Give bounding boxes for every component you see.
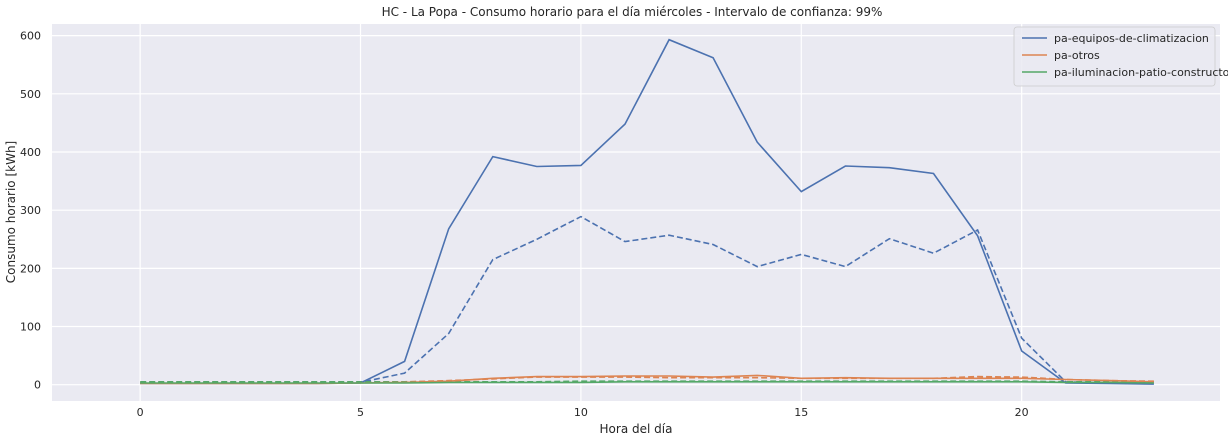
plot-area	[52, 24, 1220, 401]
y-tick-label: 600	[20, 30, 41, 43]
y-tick-label: 100	[20, 321, 41, 334]
series-line	[140, 380, 1154, 384]
y-axis-label: Consumo horario [kWh]	[4, 141, 18, 283]
legend-label: pa-equipos-de-climatizacion	[1054, 32, 1209, 45]
x-tick-label: 0	[137, 406, 144, 419]
dashed-series-line	[140, 375, 1154, 384]
series-lines	[140, 38, 1154, 385]
y-tick-label: 200	[20, 262, 41, 275]
legend: pa-equipos-de-climatizacion pa-otros pa-il…	[1013, 26, 1228, 87]
legend-label: pa-iluminacion-patio-constructor	[1054, 66, 1228, 79]
legend-box	[1013, 26, 1216, 87]
x-tick-label: 10	[574, 406, 588, 419]
x-tick-label: 20	[1015, 406, 1029, 419]
x-tick-label: 15	[794, 406, 808, 419]
legend-label: pa-otros	[1054, 49, 1100, 62]
dashed-series-line	[140, 215, 1154, 385]
y-tick-label: 0	[34, 379, 41, 392]
x-tick-label: 5	[357, 406, 364, 419]
y-tick-label: 400	[20, 146, 41, 159]
chart-title: HC - La Popa - Consumo horario para el d…	[382, 5, 883, 19]
gridlines	[52, 24, 1220, 401]
x-axis-label: Hora del día	[600, 422, 673, 436]
y-tick-label: 500	[20, 88, 41, 101]
y-tick-label: 300	[20, 204, 41, 217]
